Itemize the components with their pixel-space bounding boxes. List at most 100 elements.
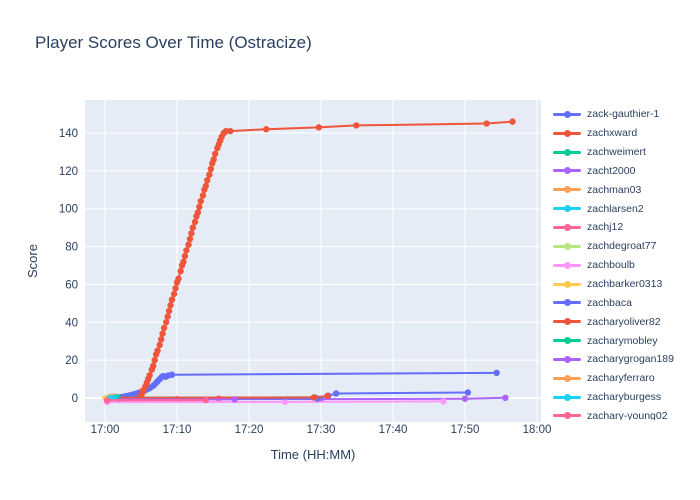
data-point-marker[interactable] (157, 336, 165, 343)
legend-item-zachman03[interactable]: zachman03 (553, 180, 699, 199)
data-point-marker[interactable] (168, 371, 176, 378)
legend-marker-dot (563, 318, 571, 326)
data-point-marker[interactable] (263, 126, 270, 133)
series-zachary-young02[interactable] (103, 396, 209, 404)
legend-marker-dot (563, 129, 571, 137)
data-point-marker[interactable] (440, 398, 447, 405)
data-point-marker[interactable] (211, 150, 219, 158)
legend-item-zachxward[interactable]: zachxward (553, 124, 699, 143)
legend-marker-dot (563, 223, 571, 231)
legend-line-sample (553, 280, 581, 288)
data-point-marker[interactable] (197, 197, 204, 205)
legend-marker-dot (563, 299, 571, 307)
x-tick-label: 17:40 (379, 424, 408, 436)
legend-line-sample (553, 110, 581, 118)
x-axis-title: Time (HH:MM) (271, 447, 356, 462)
data-point-marker[interactable] (324, 392, 331, 400)
legend-label: zachj12 (587, 221, 624, 234)
legend-label: zacharygrogan189 (587, 353, 674, 366)
x-tick-label: 17:10 (163, 424, 192, 436)
chart-title: Player Scores Over Time (Ostracize) (35, 33, 312, 52)
data-point-marker[interactable] (160, 324, 168, 332)
data-point-marker[interactable] (183, 247, 190, 254)
legend-label: zachary-young02 (587, 409, 668, 420)
data-point-marker[interactable] (310, 394, 317, 401)
data-point-marker[interactable] (210, 156, 217, 163)
data-point-marker[interactable] (163, 319, 170, 326)
legend-item-zachlarsen2[interactable]: zachlarsen2 (553, 199, 699, 218)
data-point-marker[interactable] (165, 307, 173, 315)
legend-line-sample (553, 223, 581, 231)
legend-item-zacharyoliver82[interactable]: zacharyoliver82 (553, 312, 699, 331)
data-point-marker[interactable] (170, 290, 178, 298)
data-point-marker[interactable] (191, 218, 199, 226)
data-point-marker[interactable] (177, 267, 184, 275)
legend-label: zacharyoliver82 (587, 315, 661, 328)
data-point-marker[interactable] (146, 372, 153, 379)
legend-label: zacharyferraro (587, 372, 655, 385)
y-tick-label: 20 (65, 355, 78, 367)
data-point-marker[interactable] (167, 302, 174, 309)
legend-item-zacharymobley[interactable]: zacharymobley (553, 331, 699, 350)
data-point-marker[interactable] (180, 258, 187, 265)
data-point-marker[interactable] (332, 390, 340, 397)
data-point-marker[interactable] (188, 230, 195, 237)
legend-item-zachweimert[interactable]: zachweimert (553, 143, 699, 162)
data-point-marker[interactable] (206, 171, 213, 178)
data-point-marker[interactable] (315, 124, 323, 131)
legend-item-zachbarker0313[interactable]: zachbarker0313 (553, 275, 699, 294)
data-point-marker[interactable] (461, 395, 469, 402)
series-zachboulb[interactable] (103, 398, 447, 406)
data-point-marker[interactable] (227, 127, 234, 135)
data-point-marker[interactable] (281, 398, 289, 406)
data-point-marker[interactable] (168, 296, 176, 303)
data-point-marker[interactable] (483, 120, 490, 127)
legend-marker-dot (563, 167, 571, 175)
data-point-marker[interactable] (150, 362, 157, 370)
series-zachxward[interactable] (135, 118, 516, 402)
y-tick-label: 0 (72, 393, 78, 405)
data-point-marker[interactable] (154, 347, 161, 354)
data-point-marker[interactable] (175, 275, 182, 282)
legend-item-zack-gauthier-1[interactable]: zack-gauthier-1 (553, 105, 699, 124)
data-point-marker[interactable] (159, 330, 166, 337)
legend-label: zachxward (587, 127, 638, 140)
legend-item-zachary-young02[interactable]: zachary-young02 (553, 407, 699, 420)
legend-marker-dot (563, 186, 571, 194)
data-point-marker[interactable] (156, 341, 163, 349)
legend-item-zachdegroat77[interactable]: zachdegroat77 (553, 237, 699, 256)
data-point-marker[interactable] (151, 356, 158, 364)
data-point-marker[interactable] (196, 203, 203, 211)
legend-marker-dot (563, 412, 571, 420)
data-point-marker[interactable] (204, 177, 211, 184)
data-point-marker[interactable] (186, 235, 194, 243)
data-point-marker[interactable] (172, 285, 179, 292)
legend-item-zachbaca[interactable]: zachbaca (553, 293, 699, 312)
data-point-marker[interactable] (164, 313, 171, 320)
data-point-marker[interactable] (353, 122, 360, 129)
data-point-marker[interactable] (231, 396, 238, 403)
data-point-marker[interactable] (199, 192, 207, 199)
series-line[interactable] (107, 400, 444, 404)
legend-line-sample (553, 167, 581, 175)
data-point-marker[interactable] (207, 165, 215, 173)
data-point-marker[interactable] (509, 118, 516, 125)
legend-item-zachboulb[interactable]: zachboulb (553, 256, 699, 275)
y-tick-label: 120 (59, 166, 78, 178)
y-tick-label: 100 (59, 204, 78, 216)
data-point-marker[interactable] (202, 396, 209, 404)
legend-item-zachj12[interactable]: zachj12 (553, 218, 699, 237)
data-point-marker[interactable] (464, 389, 472, 396)
data-point-marker[interactable] (194, 209, 202, 216)
legend-item-zacht2000[interactable]: zacht2000 (553, 162, 699, 181)
data-point-marker[interactable] (185, 241, 192, 248)
data-point-marker[interactable] (189, 224, 197, 231)
data-point-marker[interactable] (202, 182, 209, 190)
legend-item-zacharyferraro[interactable]: zacharyferraro (553, 369, 699, 388)
data-point-marker[interactable] (493, 369, 500, 377)
data-point-marker[interactable] (502, 394, 509, 402)
data-point-marker[interactable] (181, 252, 189, 260)
legend-item-zacharygrogan189[interactable]: zacharygrogan189 (553, 350, 699, 369)
data-point-marker[interactable] (103, 397, 111, 404)
legend-item-zacharyburgess[interactable]: zacharyburgess (553, 388, 699, 407)
